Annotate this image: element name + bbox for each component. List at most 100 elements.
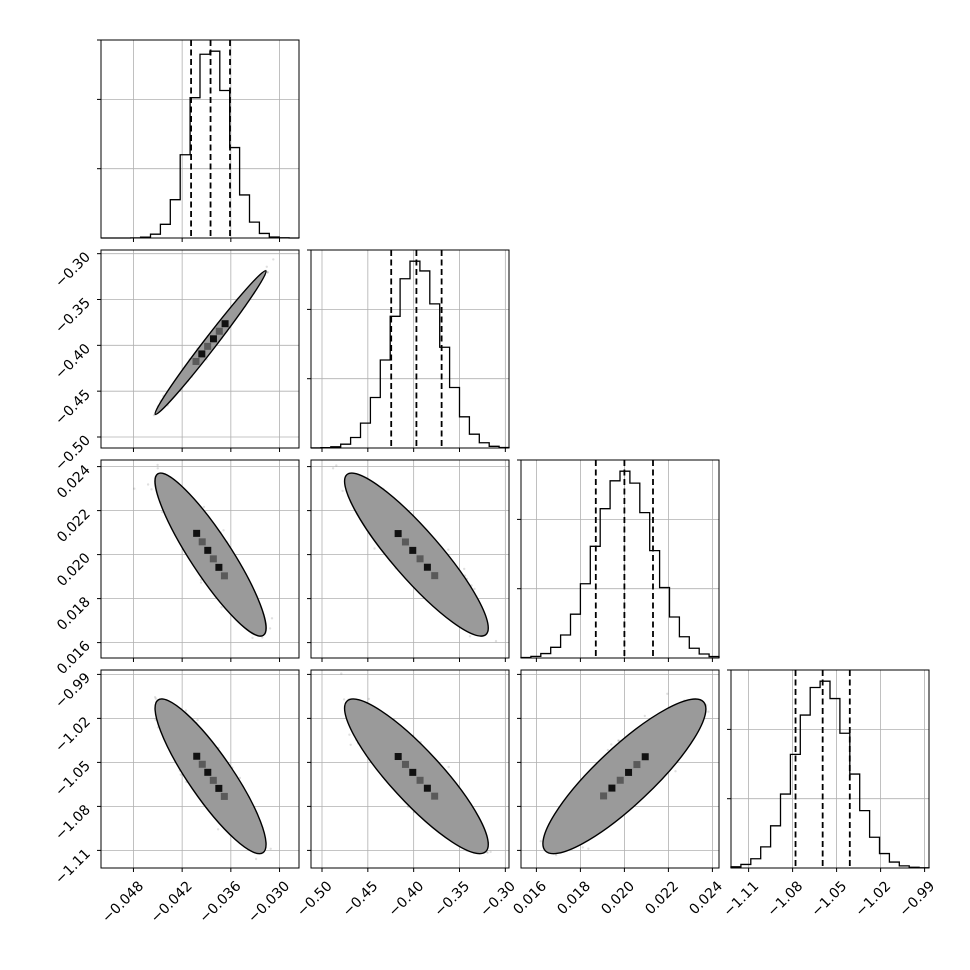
density-core-cell <box>220 792 228 800</box>
density-core-cell <box>431 572 439 580</box>
x-tick-label: −1.02 <box>853 878 895 920</box>
x-tick-label: −1.05 <box>809 878 851 920</box>
density-core-cell <box>409 546 417 554</box>
density-contour-level-1 <box>154 270 267 416</box>
panel-frame <box>520 459 720 659</box>
y-tick-label: −0.99 <box>52 670 94 712</box>
panel-frame <box>100 39 300 239</box>
sample-point <box>468 635 472 638</box>
sample-point <box>335 464 338 467</box>
sample-point <box>331 467 335 470</box>
sample-point <box>133 487 136 490</box>
density-panel-4-2: −0.50 −0.45 −0.40 −0.35 −0.30 <box>294 669 519 920</box>
y-tick-label: 0.020 <box>54 550 94 590</box>
panel-frame <box>730 669 930 869</box>
histogram-step <box>730 680 930 869</box>
x-tick-label: −1.08 <box>765 878 807 920</box>
density-core-cell <box>193 752 201 760</box>
density-core-cell <box>204 342 212 350</box>
y-tick-label: −0.35 <box>52 295 94 337</box>
density-core-cell <box>198 760 206 768</box>
sample-point <box>265 265 268 268</box>
sample-point <box>269 847 272 850</box>
sample-point <box>156 463 159 467</box>
histogram-panel-1 <box>97 39 300 242</box>
sample-point <box>154 697 158 700</box>
sample-point <box>494 639 498 643</box>
density-panel-4-1: −0.048 −0.042 −0.036 −0.030−1.11−1.08−1.05−… <box>52 669 300 926</box>
density-core-cell <box>220 572 228 580</box>
sample-point <box>495 884 497 886</box>
y-tick-label: −1.02 <box>52 714 94 756</box>
y-tick-label: −0.45 <box>52 387 94 429</box>
histogram-step <box>520 470 720 659</box>
sample-point <box>270 617 274 620</box>
panel-content <box>153 696 272 861</box>
x-tick-label: −1.11 <box>721 878 763 920</box>
sample-point <box>473 587 476 591</box>
density-core-cell <box>204 768 212 776</box>
sample-point <box>261 636 264 639</box>
y-tick-label: −1.08 <box>52 802 94 844</box>
panel-frame <box>100 249 300 449</box>
sample-point <box>150 488 153 491</box>
y-tick-label: −0.40 <box>52 341 94 383</box>
sample-point <box>447 548 450 551</box>
density-core-cell <box>193 529 201 537</box>
x-tick-label: −0.042 <box>148 878 196 926</box>
density-contour-level-1 <box>154 472 267 637</box>
y-tick-label: 0.016 <box>54 638 94 678</box>
sample-point <box>272 258 275 261</box>
panel-frame <box>100 459 300 659</box>
y-tick-label: 0.022 <box>54 506 94 546</box>
sample-point <box>199 581 203 584</box>
sample-point <box>266 271 269 274</box>
y-tick-label: −0.30 <box>52 249 94 291</box>
sample-point <box>509 666 511 668</box>
x-tick-label: −0.036 <box>196 878 244 926</box>
density-core-cell <box>221 320 229 328</box>
density-contour-level-1 <box>343 472 489 637</box>
sample-point <box>486 851 489 854</box>
density-core-cell <box>215 784 223 792</box>
sample-point <box>463 567 466 571</box>
sample-point <box>152 414 156 417</box>
density-contour-level-1 <box>154 698 267 855</box>
density-panel-3-2 <box>307 459 511 668</box>
panel-content <box>152 258 275 417</box>
panel-content <box>340 672 497 886</box>
sample-point <box>199 578 203 581</box>
density-core-cell <box>215 327 223 335</box>
sample-point <box>251 636 254 640</box>
sample-point <box>266 271 269 274</box>
sample-point <box>340 672 343 675</box>
panel-frame <box>310 459 510 659</box>
y-tick-label: −1.11 <box>52 846 94 888</box>
histogram-panel-4: −1.11 −1.08 −1.05 −1.02 −0.99 <box>721 669 938 920</box>
y-tick-label: 0.018 <box>54 594 94 634</box>
density-core-cell <box>204 546 212 554</box>
sample-point <box>222 529 225 532</box>
sample-point <box>179 773 182 776</box>
sample-point <box>254 857 258 861</box>
sample-point <box>202 505 206 509</box>
panel-content <box>331 464 511 668</box>
sample-point <box>146 483 150 486</box>
sample-point <box>341 489 344 493</box>
histogram-panel-3 <box>517 459 720 662</box>
x-tick-label: −0.030 <box>245 878 293 926</box>
density-panel-2-1: −0.50−0.45−0.40−0.35−0.30 <box>52 249 300 474</box>
panel-frame <box>310 249 510 449</box>
density-core-cell <box>192 357 200 365</box>
sample-point <box>216 828 220 831</box>
y-tick-label: −1.05 <box>52 758 94 800</box>
sample-point <box>153 696 157 699</box>
density-core-cell <box>215 563 223 571</box>
density-core-cell <box>198 538 206 546</box>
density-core-cell <box>423 563 431 571</box>
sample-point <box>342 698 346 701</box>
sample-point <box>238 776 242 780</box>
density-core-cell <box>209 335 217 343</box>
